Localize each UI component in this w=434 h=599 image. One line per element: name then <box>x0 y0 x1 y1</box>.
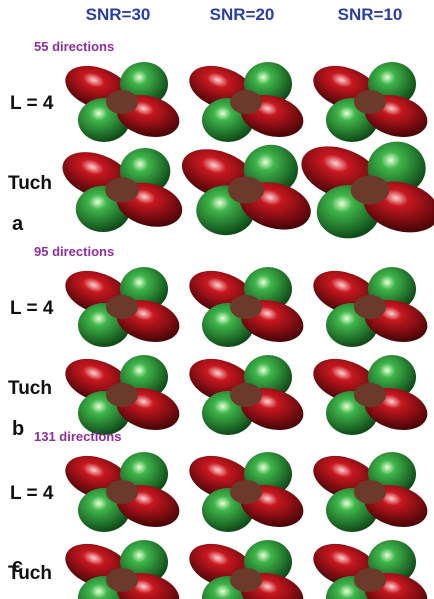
panels: 55 directions L = 4 Tuch a 95 directions L = … <box>8 39 434 599</box>
row-label: L = 4 <box>10 93 54 114</box>
glyph-render <box>307 262 433 349</box>
panel-letter: a <box>12 213 24 235</box>
glyph-render <box>294 136 434 241</box>
row-label: L = 4 <box>10 483 54 504</box>
glyph-render <box>175 139 317 238</box>
panel-letter: c <box>12 555 23 577</box>
glyph-render <box>59 57 185 144</box>
row-label: Tuch <box>8 173 52 194</box>
directions-label: 55 directions <box>34 39 114 54</box>
directions-label: 131 directions <box>34 429 121 444</box>
glyph-render <box>59 535 185 599</box>
panel-letter: b <box>12 418 24 440</box>
column-header: SNR=10 <box>338 5 403 24</box>
column-header: SNR=30 <box>86 5 151 24</box>
column-header: SNR=20 <box>210 5 275 24</box>
glyph-render <box>59 262 185 349</box>
glyph-render <box>183 447 309 534</box>
directions-label: 95 directions <box>34 244 114 259</box>
glyph-render <box>56 143 188 234</box>
glyph-render <box>307 350 433 437</box>
glyph-render <box>307 535 433 599</box>
glyph-render <box>59 447 185 534</box>
glyph-render <box>183 535 309 599</box>
glyph-render <box>59 350 185 437</box>
labels: SNR=30 SNR=20 SNR=10 <box>86 5 403 24</box>
glyph-render <box>183 262 309 349</box>
glyph-render <box>307 447 433 534</box>
row-label: L = 4 <box>10 298 54 319</box>
row-label: Tuch <box>8 378 52 399</box>
glyph-render <box>307 57 433 144</box>
glyph-render <box>183 57 309 144</box>
glyph-render <box>183 350 309 437</box>
row-label: Tuch <box>8 563 52 584</box>
